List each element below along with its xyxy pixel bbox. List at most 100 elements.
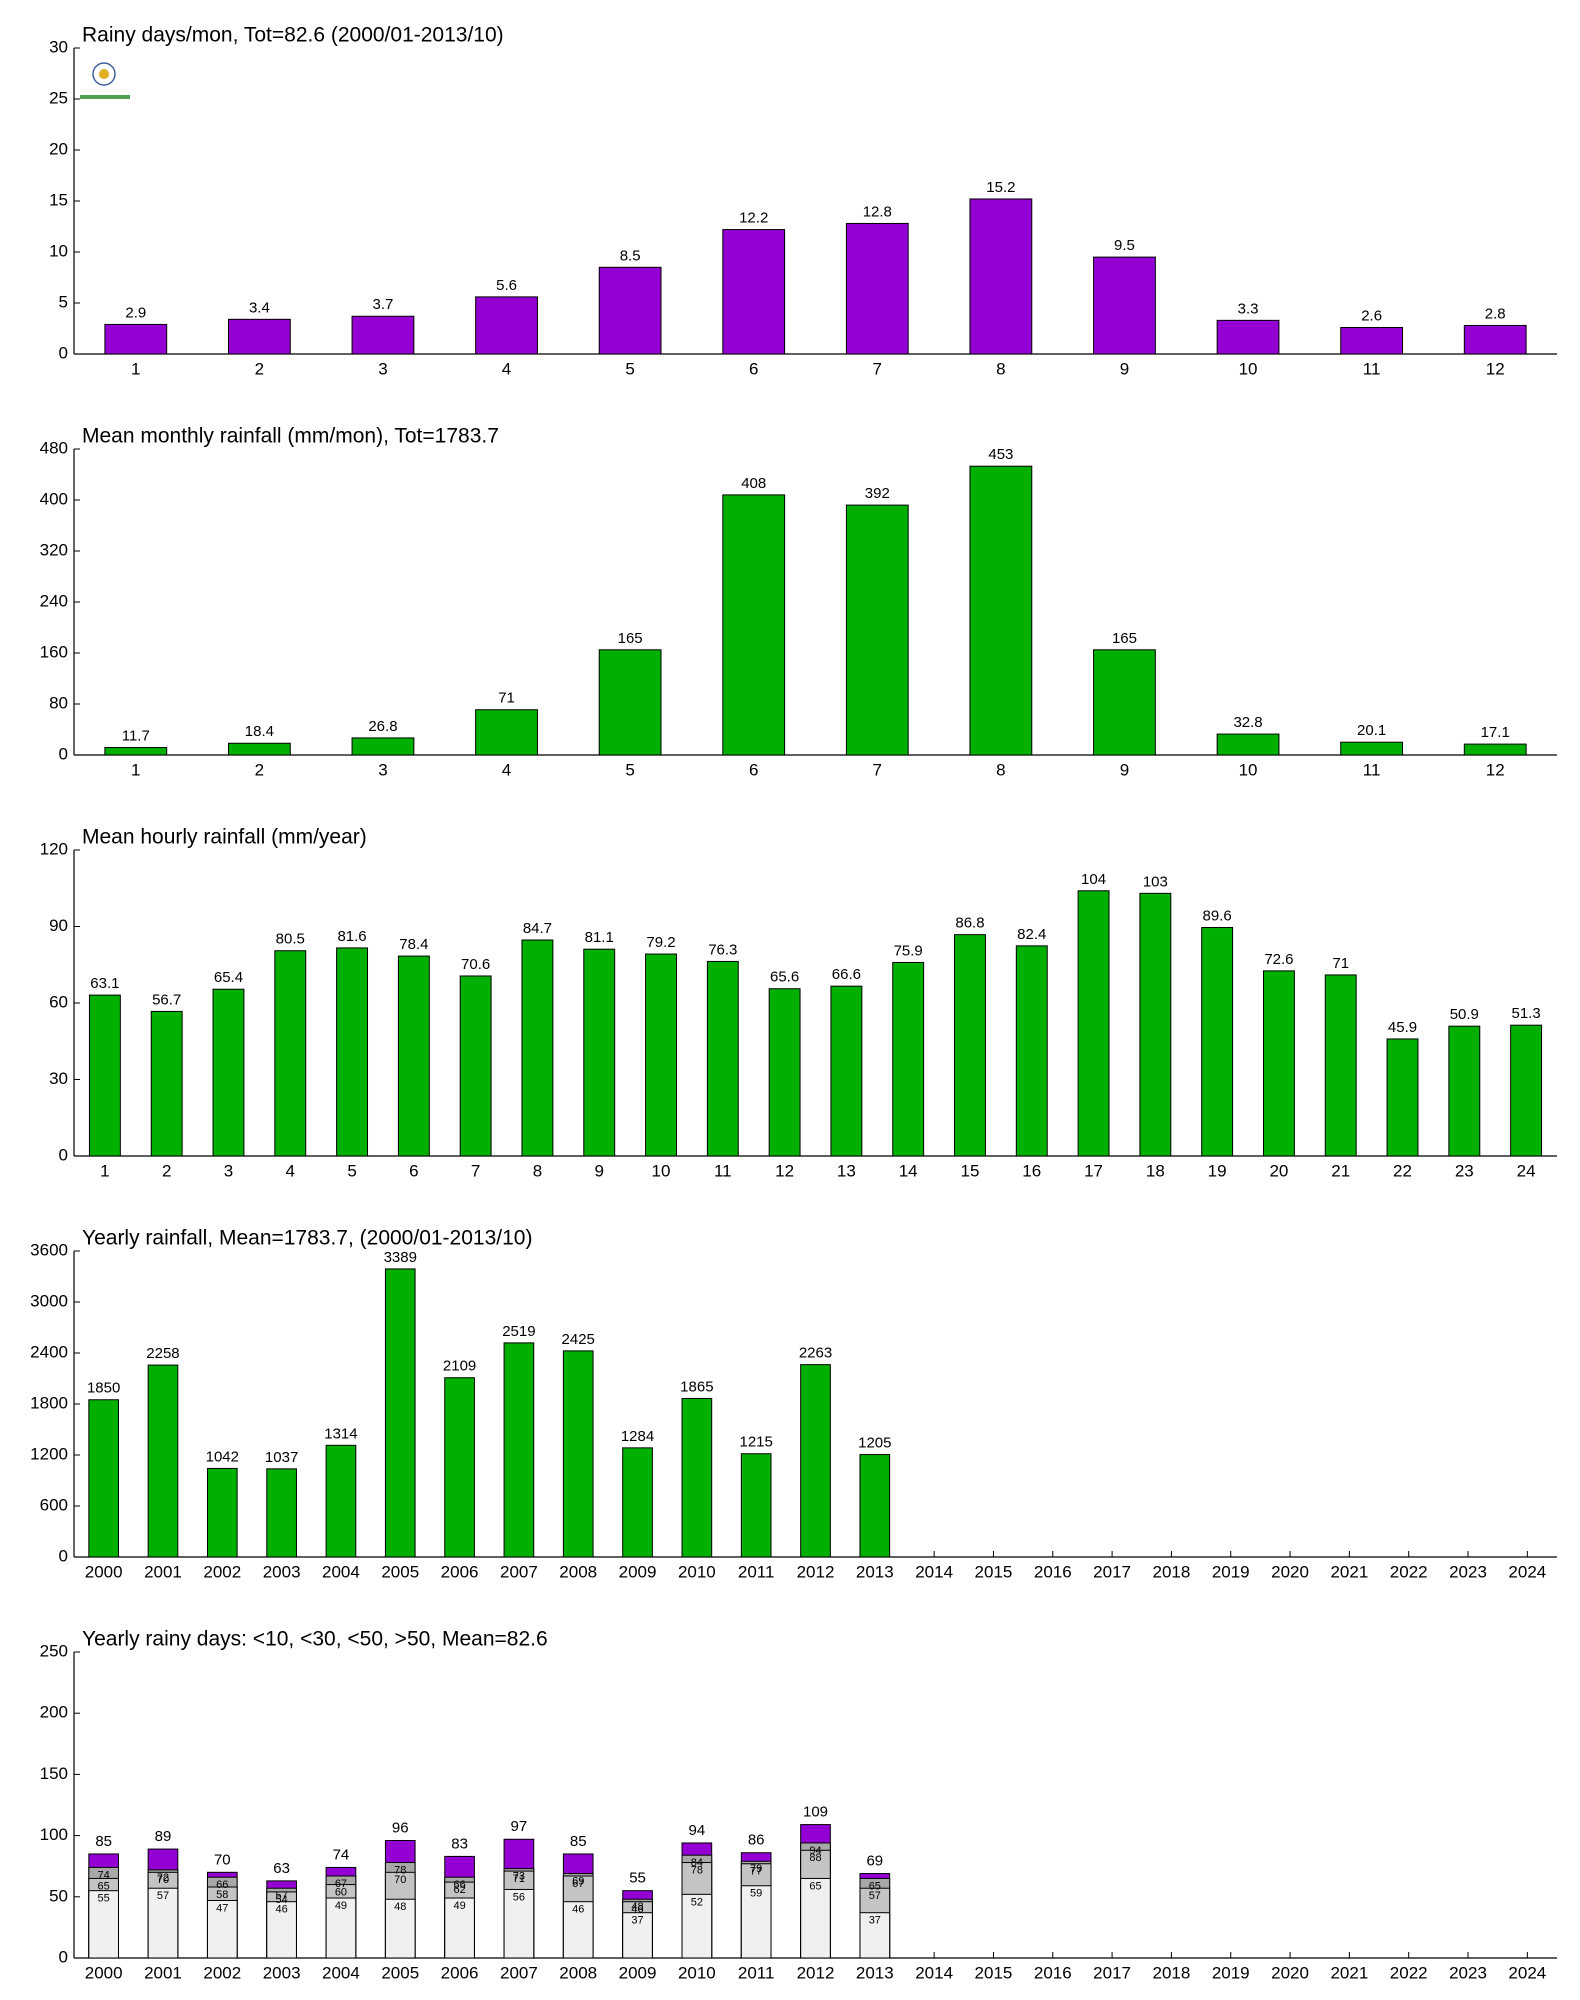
value-label: 94: [809, 1845, 821, 1857]
value-label: 2258: [146, 1345, 179, 1362]
chart-title: Yearly rainy days: <10, <30, <50, >50, M…: [82, 1628, 548, 1651]
x-tick-label: 2005: [381, 1562, 419, 1581]
value-label: 97: [511, 1818, 528, 1835]
value-label: 48: [631, 1901, 643, 1913]
bar: [384, 1898, 416, 1959]
x-tick-label: 6: [749, 760, 758, 779]
value-label: 66: [216, 1879, 228, 1891]
bar: [1386, 1038, 1419, 1157]
bar: [1463, 324, 1527, 355]
value-label: 3.4: [249, 299, 270, 316]
bar: [706, 960, 739, 1157]
x-tick-label: 2: [162, 1161, 171, 1180]
bar: [521, 939, 554, 1157]
bar: [830, 985, 863, 1157]
y-tick-label: 90: [49, 916, 68, 935]
value-label: 15.2: [986, 179, 1015, 196]
x-tick-label: 2: [255, 760, 264, 779]
value-label: 51.3: [1512, 1005, 1541, 1022]
x-tick-label: 12: [1486, 359, 1505, 378]
value-label: 392: [865, 485, 890, 502]
x-tick-label: 2007: [500, 1963, 538, 1982]
value-label: 1037: [265, 1449, 298, 1466]
value-label: 165: [618, 630, 643, 647]
x-tick-label: 2006: [441, 1562, 479, 1581]
value-label: 48: [394, 1901, 406, 1913]
x-tick-label: 24: [1517, 1161, 1536, 1180]
x-tick-label: 10: [652, 1161, 671, 1180]
bar: [1093, 256, 1156, 355]
y-tick-label: 60: [49, 992, 68, 1011]
x-tick-label: 4: [502, 359, 511, 378]
x-tick-label: 2023: [1449, 1562, 1487, 1581]
value-label: 26.8: [368, 718, 397, 735]
value-label: 5.6: [496, 277, 517, 294]
bar: [444, 1377, 475, 1558]
value-label: 2425: [562, 1331, 595, 1348]
bar: [1340, 741, 1404, 756]
y-tick-label: 160: [40, 642, 68, 661]
x-tick-label: 2024: [1508, 1562, 1546, 1581]
value-label: 79.2: [646, 934, 675, 951]
bar: [88, 994, 121, 1157]
x-tick-label: 8: [533, 1161, 542, 1180]
x-tick-label: 2015: [975, 1562, 1013, 1581]
value-label: 63: [273, 1860, 290, 1877]
x-tick-label: 2012: [797, 1562, 835, 1581]
chart-title: Rainy days/mon, Tot=82.6 (2000/01-2013/1…: [82, 24, 504, 47]
value-label: 49: [335, 1900, 347, 1912]
x-tick-label: 17: [1084, 1161, 1103, 1180]
x-tick-label: 2011: [738, 1562, 775, 1581]
x-tick-label: 2004: [322, 1963, 360, 1982]
y-tick-label: 2400: [30, 1342, 68, 1361]
y-tick-label: 250: [40, 1641, 68, 1660]
x-tick-label: 18: [1146, 1161, 1165, 1180]
x-tick-label: 20: [1269, 1161, 1288, 1180]
value-label: 94: [689, 1822, 706, 1839]
value-label: 73: [513, 1871, 525, 1883]
x-tick-label: 2017: [1093, 1562, 1131, 1581]
value-label: 20.1: [1357, 722, 1386, 739]
bar: [475, 296, 538, 355]
bar: [1139, 892, 1172, 1157]
x-tick-label: 23: [1455, 1161, 1474, 1180]
bar: [104, 747, 168, 756]
value-label: 18.4: [245, 723, 274, 740]
x-tick-label: 2022: [1390, 1963, 1428, 1982]
bar: [562, 1350, 594, 1558]
value-label: 85: [95, 1833, 112, 1850]
value-label: 54: [275, 1894, 287, 1906]
bar: [681, 1893, 713, 1959]
x-tick-label: 6: [409, 1161, 418, 1180]
value-label: 67: [572, 1878, 584, 1890]
bar: [325, 1444, 357, 1558]
bar: [1015, 945, 1048, 1157]
value-label: 57: [869, 1890, 881, 1902]
value-label: 96: [392, 1819, 409, 1836]
value-label: 83: [451, 1835, 468, 1852]
value-label: 11.7: [122, 728, 150, 745]
x-tick-label: 1: [131, 760, 140, 779]
x-tick-label: 3: [378, 359, 387, 378]
value-label: 62: [453, 1884, 465, 1896]
value-label: 2263: [799, 1345, 832, 1362]
x-tick-label: 7: [873, 760, 882, 779]
value-label: 65: [809, 1880, 821, 1892]
bar: [954, 934, 986, 1157]
x-tick-label: 12: [1486, 760, 1505, 779]
x-tick-label: 2021: [1330, 1562, 1368, 1581]
x-tick-label: 2000: [85, 1963, 123, 1982]
x-tick-label: 10: [1239, 359, 1258, 378]
bar: [969, 198, 1033, 355]
bar: [351, 737, 415, 756]
bar: [104, 323, 168, 355]
x-tick-label: 1: [131, 359, 140, 378]
bar: [1448, 1025, 1481, 1157]
bar: [645, 953, 677, 1157]
value-label: 58: [216, 1889, 228, 1901]
x-tick-label: 2008: [559, 1562, 597, 1581]
value-label: 3.7: [373, 296, 394, 313]
x-tick-label: 11: [714, 1161, 732, 1180]
value-label: 104: [1081, 871, 1106, 888]
